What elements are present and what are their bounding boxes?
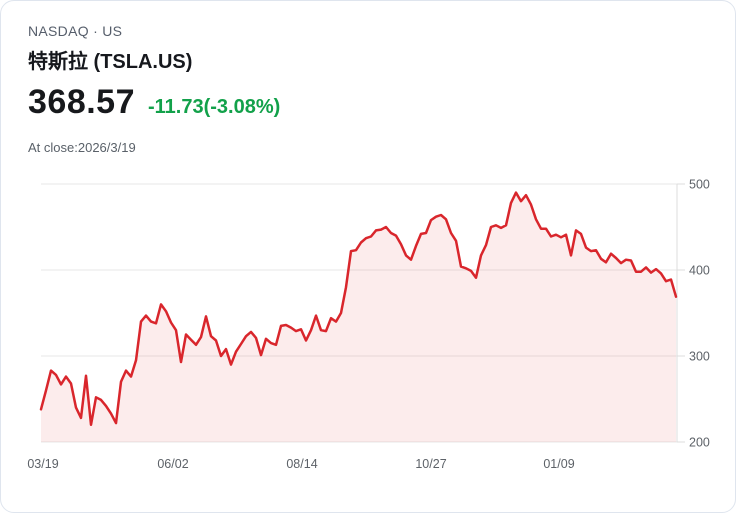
x-tick-label: 06/02 — [157, 457, 188, 471]
last-price: 368.57 — [28, 83, 135, 121]
y-tick-label: 200 — [689, 436, 710, 450]
x-tick-label: 03/19 — [27, 457, 58, 471]
y-tick-label: 300 — [689, 350, 710, 364]
as-of-timestamp: At close:2026/3/19 — [28, 140, 136, 155]
price-chart-svg: 500 400 300 200 03/19 06/02 08/14 10/27 01/09 — [27, 178, 710, 472]
price-line — [39, 191, 678, 427]
price-change: -11.73(-3.08%) — [148, 96, 281, 118]
exchange-label: NASDAQ · US — [28, 23, 123, 39]
price-area-fill — [41, 192, 676, 442]
stock-title: 特斯拉 (TSLA.US) — [28, 51, 193, 73]
x-tick-label: 01/09 — [543, 457, 574, 471]
price-row: 368.57 -11.73(-3.08%) — [28, 83, 280, 122]
y-tick-label: 400 — [689, 264, 710, 278]
x-tick-label: 10/27 — [415, 457, 446, 471]
price-chart[interactable]: 500 400 300 200 03/19 06/02 08/14 10/27 01/09 — [1, 166, 736, 486]
y-tick-label: 500 — [689, 178, 710, 192]
x-tick-label: 08/14 — [286, 457, 317, 471]
